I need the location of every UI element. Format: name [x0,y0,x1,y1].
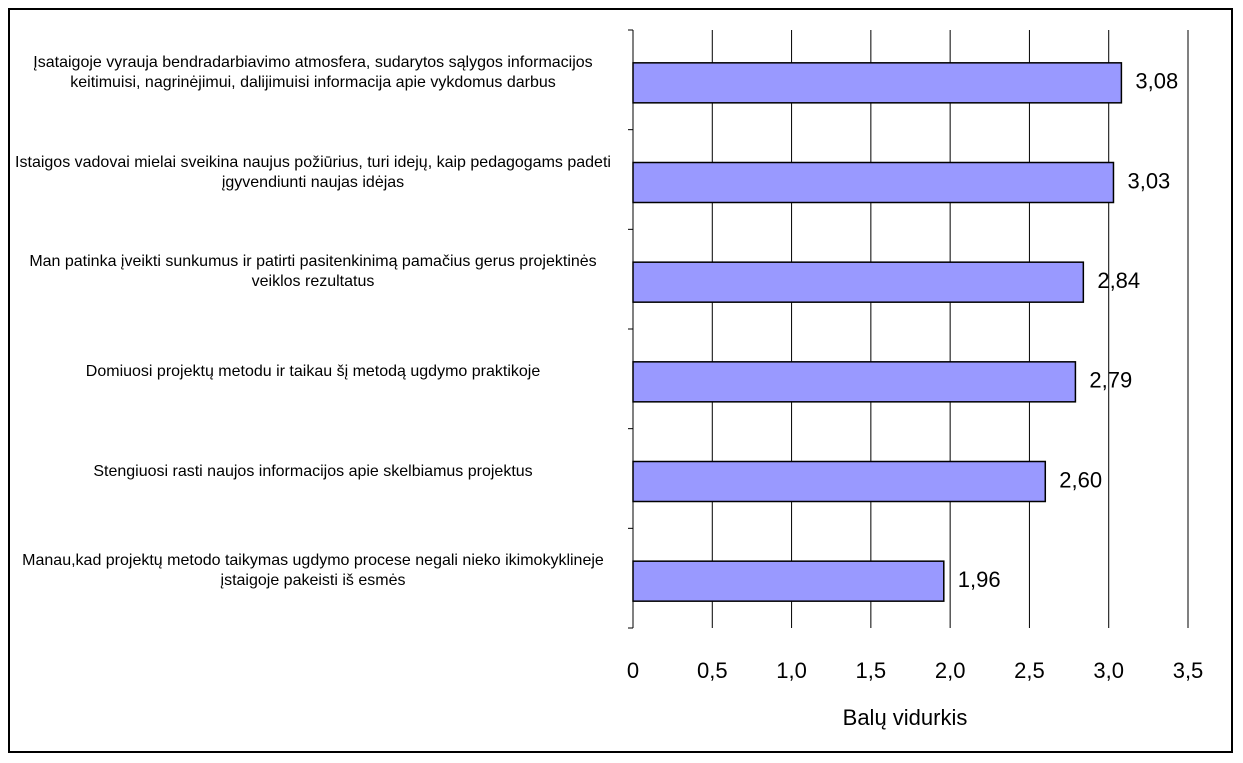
value-label: 2,84 [1097,268,1140,293]
value-label: 3,03 [1127,168,1170,193]
y-tick-label: Man patinka įveikti sunkumus ir patirti … [29,253,597,291]
bar [632,261,1085,303]
x-tick-label: 2,0 [935,658,966,683]
value-label: 2,60 [1059,467,1102,492]
y-tick-label: Stengiuosi rasti naujos informacijos api… [93,462,533,480]
x-axis-label: Balų vidurkis [843,705,968,730]
bar [632,361,1077,403]
bar [632,62,1123,104]
y-tick-label: Istaigos vadovai mielai sveikina naujus … [15,153,611,191]
value-label: 1,96 [958,567,1001,592]
y-tick-label: Domiuosi projektų metodu ir taikau šį me… [85,362,541,380]
x-tick-label: 0 [627,658,639,683]
bar [632,161,1115,204]
x-tick-label: 3,5 [1173,658,1204,683]
value-label: 3,08 [1135,69,1178,94]
y-tick-label: Manau,kad projektų metodo taikymas ugdym… [22,552,604,590]
x-tick-label: 0,5 [697,658,728,683]
bar [632,560,945,602]
x-tick-label: 3,0 [1093,658,1124,683]
chart-frame [8,8,1233,753]
bar [632,460,1047,503]
x-tick-label: 1,5 [856,658,887,683]
y-tick-label: Įsataigoje vyrauja bendradarbiavimo atmo… [33,53,593,91]
x-tick-label: 1,0 [776,658,807,683]
x-tick-label: 2,5 [1014,658,1045,683]
value-label: 2,79 [1089,368,1132,393]
